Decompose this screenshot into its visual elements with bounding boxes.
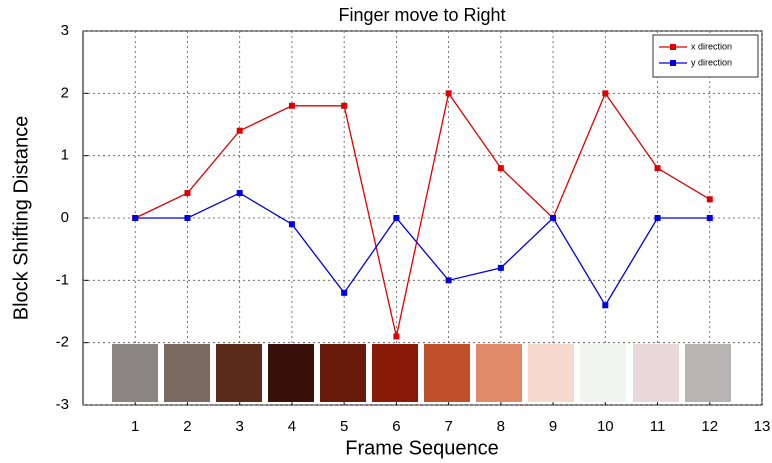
- chart-title: Finger move to Right: [338, 5, 505, 25]
- legend-marker: [670, 60, 676, 66]
- y-tick-label: 2: [61, 84, 69, 101]
- x-tick-label: 2: [183, 418, 191, 435]
- thumbnail: [268, 344, 314, 402]
- legend-marker: [670, 44, 676, 50]
- point: [184, 190, 191, 197]
- x-tick-label: 13: [754, 418, 771, 435]
- point: [288, 221, 295, 228]
- y-tick-label: -3: [56, 396, 69, 413]
- legend-label: y direction: [691, 57, 732, 67]
- thumbnail: [112, 344, 158, 402]
- point: [341, 102, 348, 109]
- thumbnail: [372, 344, 418, 402]
- point: [497, 264, 504, 271]
- point: [132, 215, 139, 221]
- point: [236, 127, 243, 134]
- point: [497, 165, 504, 172]
- point: [602, 302, 609, 309]
- x-axis-label: Frame Sequence: [345, 437, 498, 459]
- x-tick-label: 9: [549, 418, 557, 435]
- legend-box: [652, 34, 759, 78]
- thumbnail: [633, 344, 679, 402]
- point: [393, 333, 400, 340]
- y-tick-label: -2: [56, 334, 69, 351]
- x-tick-label: 10: [597, 418, 614, 435]
- y-tick-label: 1: [61, 147, 69, 164]
- series-layer: [132, 90, 713, 340]
- point: [706, 215, 713, 221]
- x-tick-label: 4: [288, 418, 296, 435]
- legend-label: x direction: [691, 41, 732, 51]
- thumbnail: [685, 344, 731, 402]
- y-tick-label: -1: [56, 271, 69, 288]
- x-tick-label: 5: [340, 418, 348, 435]
- point: [706, 196, 713, 203]
- thumbnail: [164, 344, 210, 402]
- legend: x direction y direction: [652, 34, 759, 78]
- thumbnail: [528, 344, 574, 402]
- y-tick-label: 3: [61, 22, 69, 39]
- point: [445, 277, 452, 284]
- point: [236, 190, 243, 197]
- x-tick-label: 12: [701, 418, 718, 435]
- thumbnail: [216, 344, 262, 402]
- frame-thumbnails: [112, 344, 731, 402]
- point: [341, 289, 348, 296]
- point: [393, 215, 400, 221]
- point: [654, 165, 661, 172]
- y-axis-label: Block Shifting Distance: [10, 116, 32, 321]
- point: [654, 215, 661, 221]
- x-tick-label: 8: [497, 418, 505, 435]
- x-tick-label: 7: [444, 418, 452, 435]
- series-line: [134, 91, 711, 337]
- x-tick-label: 1: [131, 418, 139, 435]
- thumbnail: [320, 344, 366, 402]
- thumbnail: [424, 344, 470, 402]
- x-tick-label: 6: [392, 418, 400, 435]
- thumbnail: [580, 344, 626, 402]
- point: [184, 215, 191, 221]
- thumbnail: [476, 344, 522, 402]
- y-tick-label: 0: [61, 209, 69, 226]
- point: [602, 90, 609, 97]
- point: [550, 215, 557, 221]
- series-line: [135, 192, 710, 307]
- point: [288, 102, 295, 109]
- x-tick-label: 3: [236, 418, 244, 435]
- point: [445, 90, 452, 97]
- x-tick-label: 11: [650, 418, 666, 435]
